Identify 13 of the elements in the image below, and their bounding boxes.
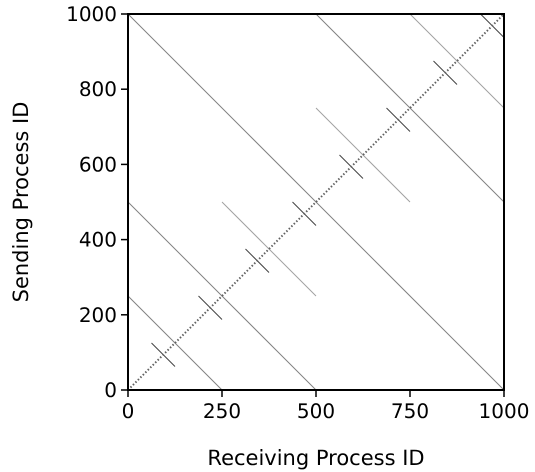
x-tick-label: 500 bbox=[296, 399, 336, 423]
y-tick-label: 600 bbox=[78, 152, 117, 176]
y-tick-label: 800 bbox=[78, 77, 117, 102]
x-tick-label: 750 bbox=[390, 399, 430, 423]
y-tick-label: 1000 bbox=[66, 2, 117, 26]
y-axis-title: Sending Process ID bbox=[9, 102, 33, 302]
x-axis-title: Receiving Process ID bbox=[207, 446, 425, 470]
y-tick-label: 400 bbox=[78, 228, 117, 252]
x-tick-label: 250 bbox=[202, 399, 242, 423]
y-tick-label: 0 bbox=[104, 378, 117, 402]
x-tick-label: 0 bbox=[122, 399, 134, 423]
x-tick-label: 1000 bbox=[478, 399, 530, 423]
y-tick-label: 200 bbox=[78, 302, 117, 327]
